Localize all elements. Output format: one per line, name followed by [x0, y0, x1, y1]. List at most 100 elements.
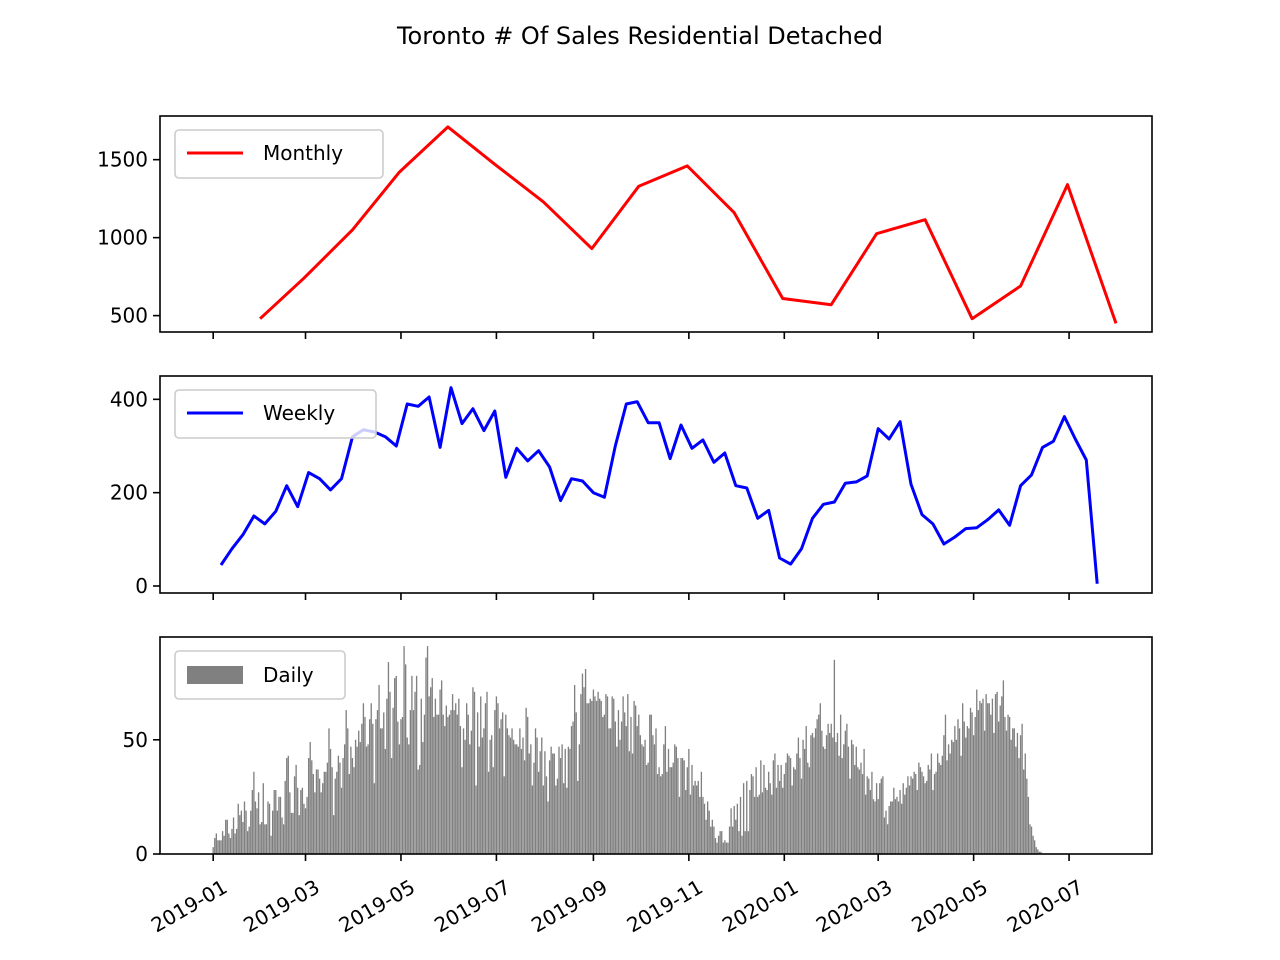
daily-bar	[619, 739, 621, 854]
daily-bar	[351, 758, 354, 854]
daily-bar	[306, 796, 308, 854]
daily-bar	[314, 792, 316, 854]
daily-bar	[982, 698, 984, 854]
x-tick-label: 2020-03	[812, 875, 896, 938]
daily-bar	[362, 703, 365, 854]
daily-bar	[248, 826, 250, 854]
daily-bar	[641, 744, 643, 854]
monthly-legend-label: Monthly	[263, 141, 343, 165]
daily-bar	[732, 826, 734, 854]
daily-bar	[331, 767, 333, 854]
daily-bar	[708, 810, 710, 854]
daily-bar	[458, 698, 460, 854]
daily-bar	[409, 710, 412, 854]
daily-bar	[880, 778, 882, 854]
daily-bar	[683, 760, 685, 854]
daily-bar	[971, 712, 973, 854]
daily-bar	[433, 716, 435, 854]
daily-bar	[417, 769, 419, 854]
daily-bar	[243, 801, 246, 854]
daily-bar	[486, 691, 488, 854]
daily-bar	[577, 780, 579, 854]
daily-bar	[793, 767, 795, 854]
daily-bar	[365, 746, 368, 854]
daily-bar	[1012, 728, 1014, 854]
daily-bar	[841, 758, 843, 854]
daily-bar	[830, 723, 832, 854]
daily-panel: 050 2019-01 2019-03 2019-05 2019-07 2019-09 2…	[123, 636, 1153, 938]
daily-bar	[425, 657, 427, 854]
daily-bar	[706, 801, 709, 854]
daily-bar	[620, 721, 623, 854]
daily-bar	[927, 764, 929, 854]
daily-bar	[359, 742, 361, 854]
daily-bar	[497, 703, 499, 854]
daily-bar	[976, 689, 978, 854]
daily-bar	[414, 691, 416, 854]
daily-bar	[882, 776, 884, 854]
monthly-x-axis	[212, 332, 1070, 339]
daily-bar	[799, 758, 801, 854]
daily-bar	[434, 698, 437, 854]
daily-bar	[448, 714, 451, 854]
daily-bar	[780, 764, 782, 854]
daily-bar	[977, 710, 979, 854]
daily-bar	[1029, 824, 1031, 854]
daily-bar	[910, 776, 912, 854]
daily-bar	[755, 767, 757, 854]
daily-bar	[669, 767, 671, 854]
daily-bar	[805, 726, 807, 854]
daily-bar	[379, 728, 382, 854]
daily-bar	[456, 714, 458, 854]
daily-bar	[883, 817, 886, 854]
daily-bar	[808, 767, 810, 854]
daily-bar	[403, 646, 405, 854]
daily-bar	[320, 792, 322, 854]
daily-bar	[750, 774, 753, 854]
daily-bar	[744, 831, 746, 854]
daily-bar	[451, 694, 454, 854]
daily-bar	[242, 822, 244, 854]
daily-bar	[459, 726, 462, 854]
daily-bar	[325, 771, 327, 854]
daily-bar	[794, 769, 796, 854]
daily-bar	[993, 732, 995, 854]
daily-y-axis: 0 50	[123, 728, 160, 866]
daily-bar	[603, 714, 606, 854]
daily-bar	[404, 664, 407, 854]
daily-bar	[430, 687, 432, 854]
daily-bar	[829, 732, 831, 854]
daily-bar	[771, 794, 773, 854]
daily-bar	[702, 796, 704, 854]
daily-bar	[1040, 851, 1042, 854]
daily-bar	[508, 735, 510, 854]
daily-bar	[383, 712, 385, 854]
daily-bar	[680, 758, 682, 854]
daily-bar	[966, 726, 969, 854]
weekly-y-tick-label: 400	[110, 387, 148, 411]
daily-bar	[461, 767, 463, 854]
daily-bar	[476, 712, 479, 854]
x-tick-label: 2019-05	[335, 875, 419, 938]
daily-bar	[891, 801, 893, 854]
daily-bar	[267, 801, 269, 854]
daily-bar	[660, 776, 662, 854]
daily-bar	[858, 769, 861, 854]
daily-bar	[686, 767, 688, 854]
daily-bar	[311, 760, 313, 854]
daily-bar	[378, 684, 380, 854]
daily-bar	[373, 783, 376, 854]
daily-bar	[642, 746, 645, 854]
daily-bar	[309, 742, 311, 854]
daily-bar	[561, 744, 563, 854]
daily-bar	[656, 774, 659, 854]
daily-bar	[1035, 847, 1037, 854]
daily-bar	[650, 714, 652, 854]
daily-bar	[782, 787, 784, 854]
daily-bar	[498, 728, 501, 854]
daily-bar	[588, 703, 590, 854]
daily-bar	[885, 810, 887, 854]
daily-bar	[714, 838, 717, 854]
daily-bar	[872, 799, 875, 854]
daily-bar	[649, 714, 651, 854]
